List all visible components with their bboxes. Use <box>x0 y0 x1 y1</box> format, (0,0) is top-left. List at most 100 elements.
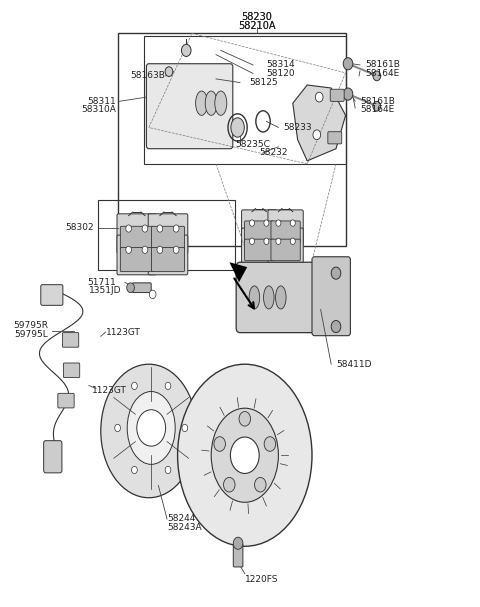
Circle shape <box>264 238 269 245</box>
Text: 58310A: 58310A <box>81 106 116 114</box>
Circle shape <box>142 225 148 232</box>
Circle shape <box>250 238 254 245</box>
Circle shape <box>373 101 381 111</box>
Text: 1123GT: 1123GT <box>106 328 141 336</box>
Circle shape <box>290 238 295 245</box>
FancyBboxPatch shape <box>312 257 350 336</box>
FancyBboxPatch shape <box>241 210 277 245</box>
Text: 58233: 58233 <box>283 123 312 132</box>
Circle shape <box>149 290 156 299</box>
Text: 58311: 58311 <box>87 97 116 106</box>
Circle shape <box>181 44 191 56</box>
FancyBboxPatch shape <box>146 64 233 149</box>
FancyBboxPatch shape <box>148 214 188 254</box>
FancyBboxPatch shape <box>120 248 153 272</box>
Circle shape <box>214 436 226 451</box>
Bar <box>98 200 235 270</box>
Text: 58210A: 58210A <box>238 21 276 31</box>
Circle shape <box>343 58 353 70</box>
Text: 58302: 58302 <box>65 223 94 232</box>
FancyBboxPatch shape <box>62 333 79 347</box>
Circle shape <box>276 220 281 226</box>
FancyBboxPatch shape <box>328 132 342 144</box>
Circle shape <box>157 225 163 232</box>
Circle shape <box>165 466 171 473</box>
FancyBboxPatch shape <box>245 221 274 242</box>
Ellipse shape <box>276 286 286 309</box>
FancyBboxPatch shape <box>63 363 80 378</box>
Ellipse shape <box>215 91 227 115</box>
Text: 58125: 58125 <box>250 78 278 87</box>
Ellipse shape <box>205 91 217 115</box>
Circle shape <box>264 436 276 451</box>
Text: 58232: 58232 <box>259 148 288 157</box>
Circle shape <box>173 246 179 253</box>
Circle shape <box>230 437 259 473</box>
Circle shape <box>165 382 171 390</box>
Circle shape <box>290 220 295 226</box>
FancyBboxPatch shape <box>245 239 274 261</box>
Circle shape <box>331 320 341 333</box>
FancyBboxPatch shape <box>132 283 151 293</box>
Circle shape <box>250 220 254 226</box>
Text: 58164E: 58164E <box>365 69 399 78</box>
Circle shape <box>224 478 235 492</box>
Text: 58161B: 58161B <box>365 61 400 69</box>
Circle shape <box>276 238 281 245</box>
FancyBboxPatch shape <box>271 221 300 242</box>
Circle shape <box>142 246 148 253</box>
FancyBboxPatch shape <box>44 441 62 473</box>
Text: 58230: 58230 <box>241 12 272 22</box>
FancyBboxPatch shape <box>152 248 184 272</box>
FancyBboxPatch shape <box>58 393 74 408</box>
Circle shape <box>315 92 323 102</box>
FancyBboxPatch shape <box>152 226 184 250</box>
Text: 58235C: 58235C <box>235 140 270 149</box>
Circle shape <box>137 410 166 446</box>
Text: 1220FS: 1220FS <box>245 575 278 584</box>
Circle shape <box>264 220 269 226</box>
FancyBboxPatch shape <box>117 235 156 275</box>
Circle shape <box>331 267 341 279</box>
Ellipse shape <box>249 286 260 309</box>
FancyBboxPatch shape <box>330 89 344 101</box>
FancyBboxPatch shape <box>268 228 303 263</box>
Ellipse shape <box>196 91 208 115</box>
FancyBboxPatch shape <box>148 235 188 275</box>
Text: 58163B: 58163B <box>131 72 166 80</box>
Text: 59795L: 59795L <box>14 330 48 339</box>
Text: 1351JD: 1351JD <box>88 287 121 295</box>
Bar <box>118 33 346 246</box>
Circle shape <box>313 130 321 140</box>
Text: 58244: 58244 <box>167 515 195 523</box>
Circle shape <box>126 225 132 232</box>
Ellipse shape <box>264 286 274 309</box>
Ellipse shape <box>127 392 175 464</box>
Bar <box>144 36 346 164</box>
Circle shape <box>182 424 188 432</box>
Circle shape <box>115 424 120 432</box>
Text: 58230: 58230 <box>241 12 272 22</box>
Circle shape <box>373 71 381 81</box>
FancyBboxPatch shape <box>268 210 303 245</box>
Circle shape <box>132 382 137 390</box>
Text: 58210A: 58210A <box>238 21 276 31</box>
Text: 58243A: 58243A <box>167 523 202 532</box>
FancyBboxPatch shape <box>41 285 63 305</box>
Text: 1123GT: 1123GT <box>92 386 127 395</box>
Circle shape <box>165 67 173 76</box>
Ellipse shape <box>101 364 197 498</box>
Circle shape <box>254 478 266 492</box>
Circle shape <box>173 225 179 232</box>
FancyBboxPatch shape <box>241 228 277 263</box>
FancyBboxPatch shape <box>233 543 243 567</box>
Text: 58161B: 58161B <box>360 97 395 106</box>
Polygon shape <box>229 262 247 282</box>
FancyBboxPatch shape <box>117 214 156 254</box>
Text: 58120: 58120 <box>266 69 295 78</box>
Circle shape <box>233 537 243 549</box>
Text: 51711: 51711 <box>87 278 116 287</box>
Circle shape <box>126 246 132 253</box>
Ellipse shape <box>178 364 312 546</box>
Circle shape <box>132 466 137 473</box>
